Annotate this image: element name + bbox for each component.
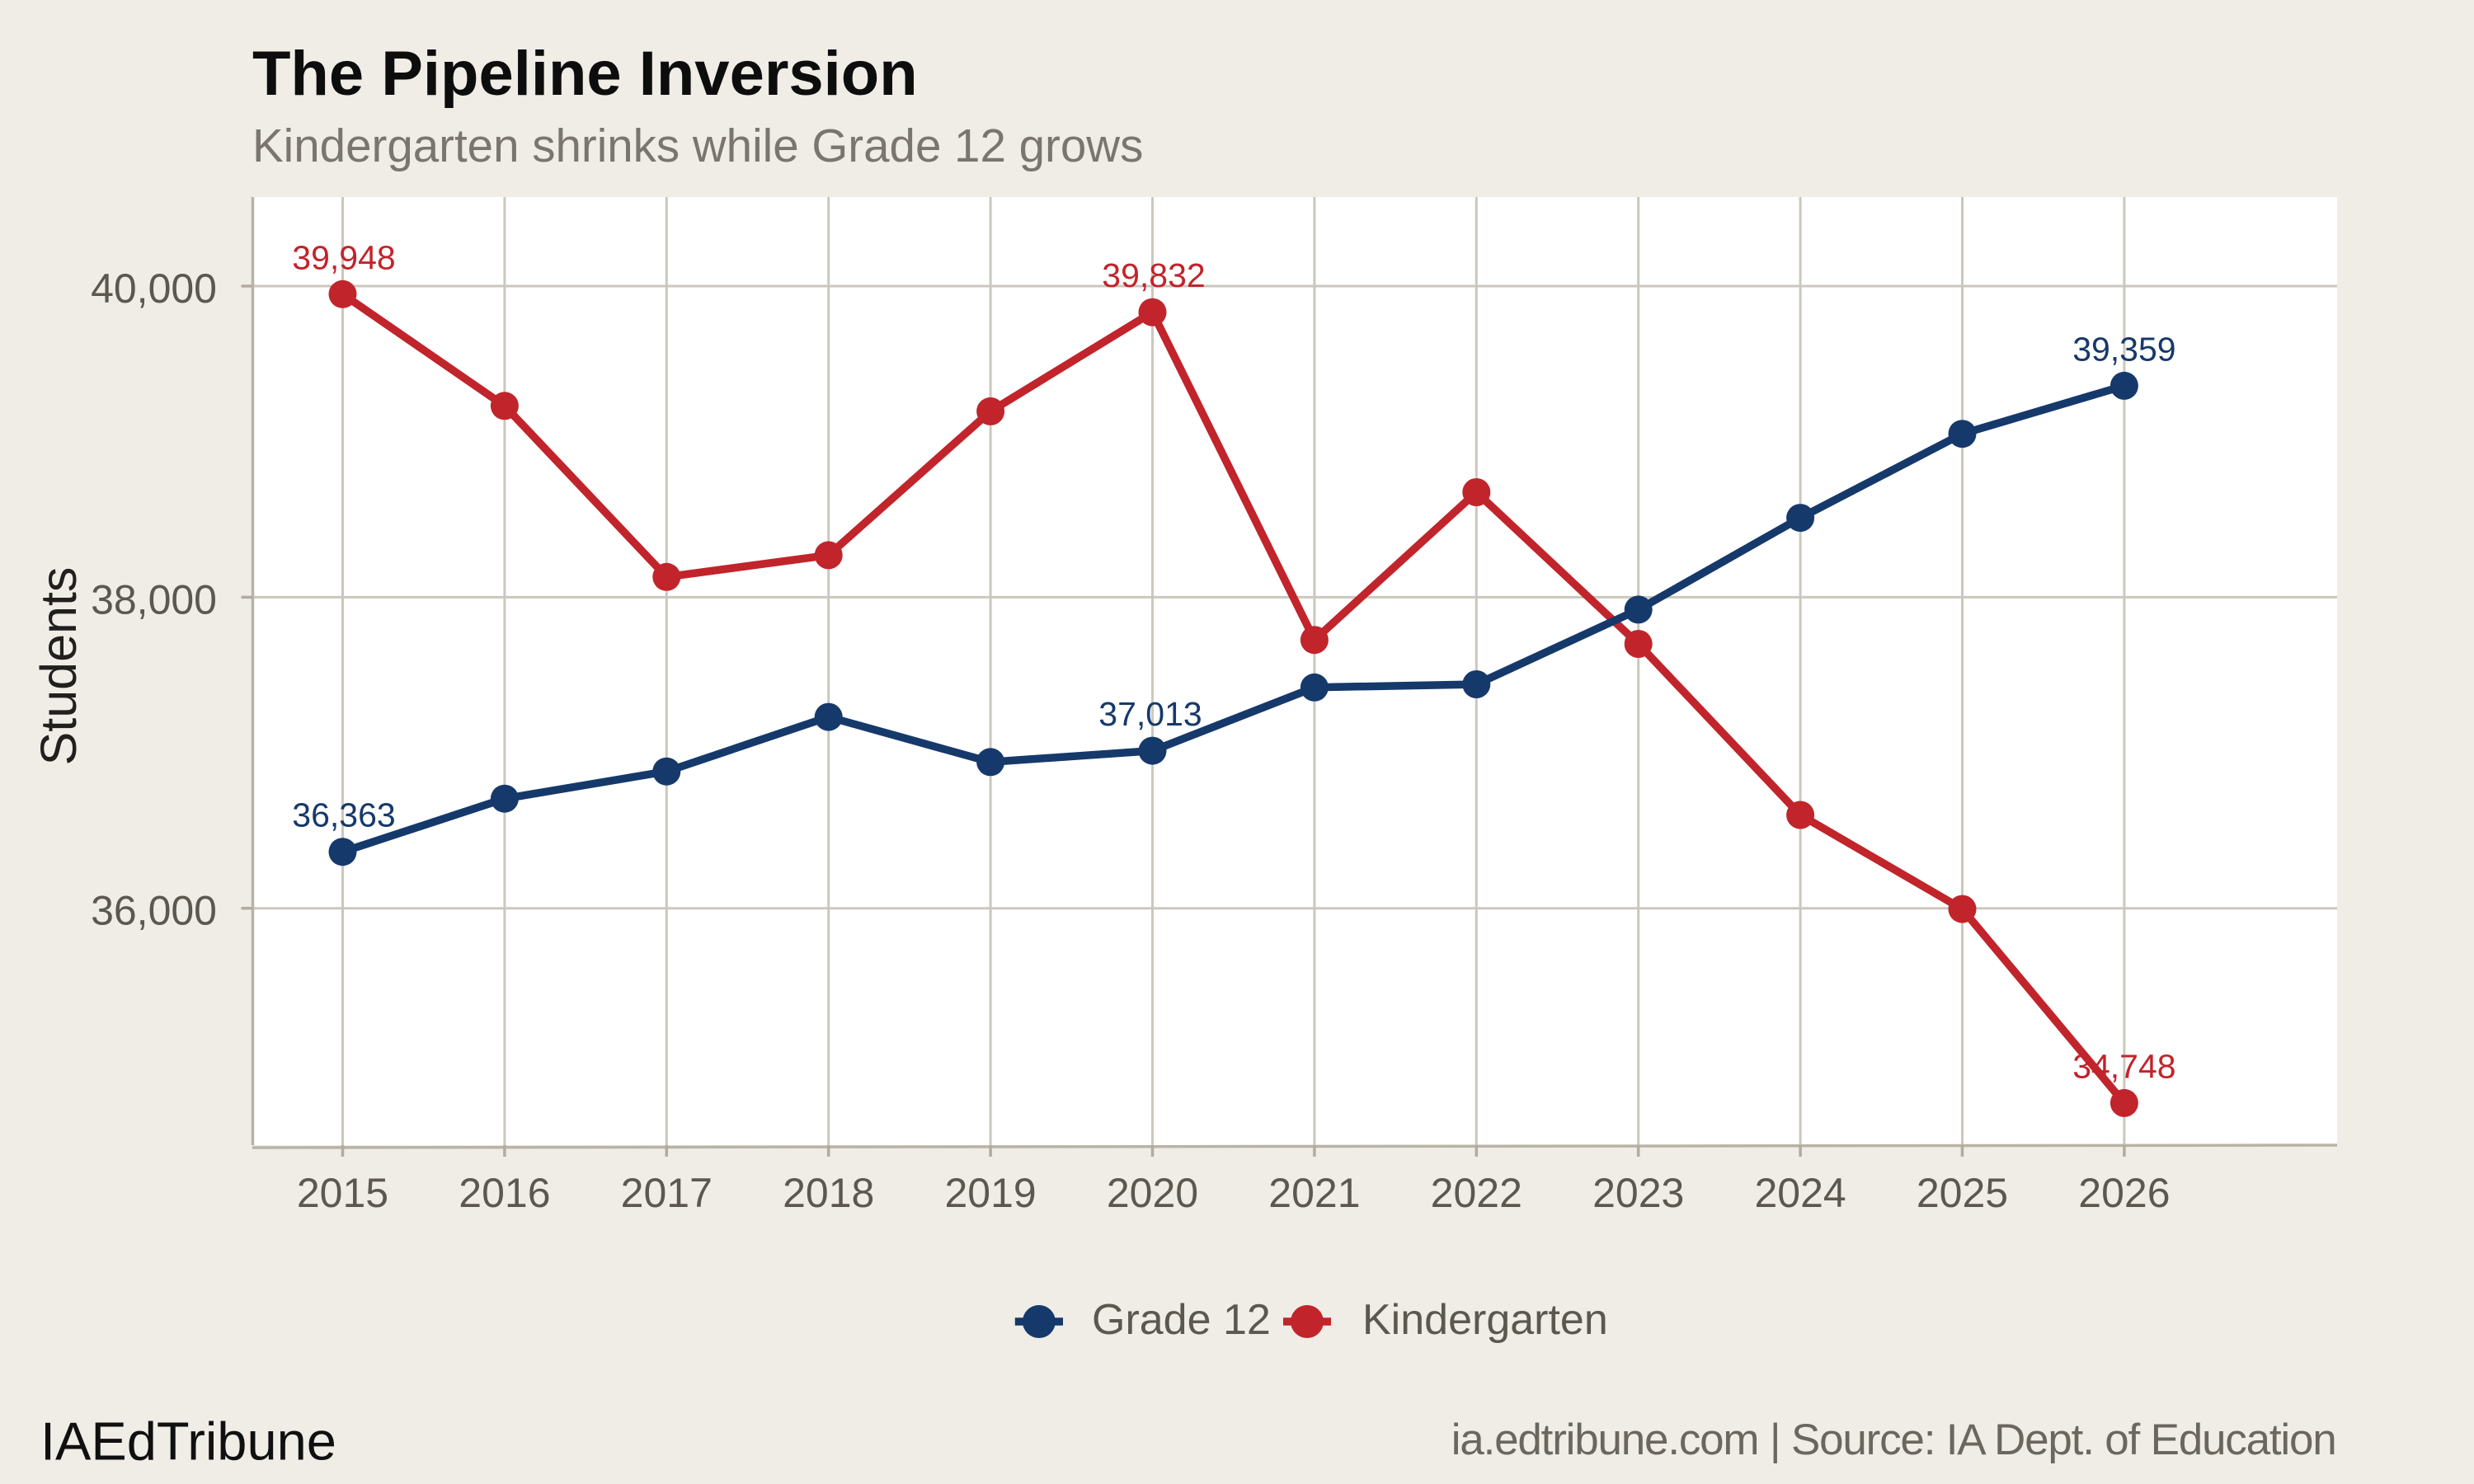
svg-text:2025: 2025 [1917, 1170, 2008, 1216]
svg-text:IAEdTribune: IAEdTribune [40, 1411, 336, 1471]
svg-text:2017: 2017 [621, 1170, 713, 1216]
svg-text:2020: 2020 [1107, 1170, 1198, 1216]
svg-text:2019: 2019 [944, 1170, 1036, 1216]
svg-text:Kindergarten shrinks while Gra: Kindergarten shrinks while Grade 12 grow… [252, 120, 1143, 171]
svg-text:2023: 2023 [1592, 1170, 1684, 1216]
svg-text:2018: 2018 [783, 1170, 874, 1216]
svg-text:2026: 2026 [2078, 1170, 2170, 1216]
svg-text:ia.edtribune.com | Source: IA: ia.edtribune.com | Source: IA Dept. of E… [1451, 1416, 2336, 1464]
svg-text:2021: 2021 [1268, 1170, 1360, 1216]
svg-text:39,832: 39,832 [1102, 256, 1205, 294]
svg-text:39,359: 39,359 [2072, 330, 2175, 368]
svg-text:2016: 2016 [459, 1170, 550, 1216]
svg-text:Grade 12: Grade 12 [1092, 1296, 1271, 1344]
svg-text:39,948: 39,948 [292, 238, 395, 276]
svg-text:Kindergarten: Kindergarten [1362, 1296, 1608, 1344]
svg-text:34,748: 34,748 [2072, 1047, 2175, 1085]
svg-text:2024: 2024 [1754, 1170, 1846, 1216]
svg-text:The Pipeline Inversion: The Pipeline Inversion [252, 39, 918, 109]
svg-text:2015: 2015 [297, 1170, 388, 1216]
svg-text:40,000: 40,000 [91, 265, 217, 312]
svg-text:37,013: 37,013 [1098, 695, 1202, 733]
svg-text:2022: 2022 [1431, 1170, 1522, 1216]
svg-text:36,363: 36,363 [292, 796, 395, 834]
svg-text:36,000: 36,000 [91, 888, 217, 934]
svg-text:Students: Students [31, 567, 87, 766]
svg-text:38,000: 38,000 [91, 576, 217, 622]
